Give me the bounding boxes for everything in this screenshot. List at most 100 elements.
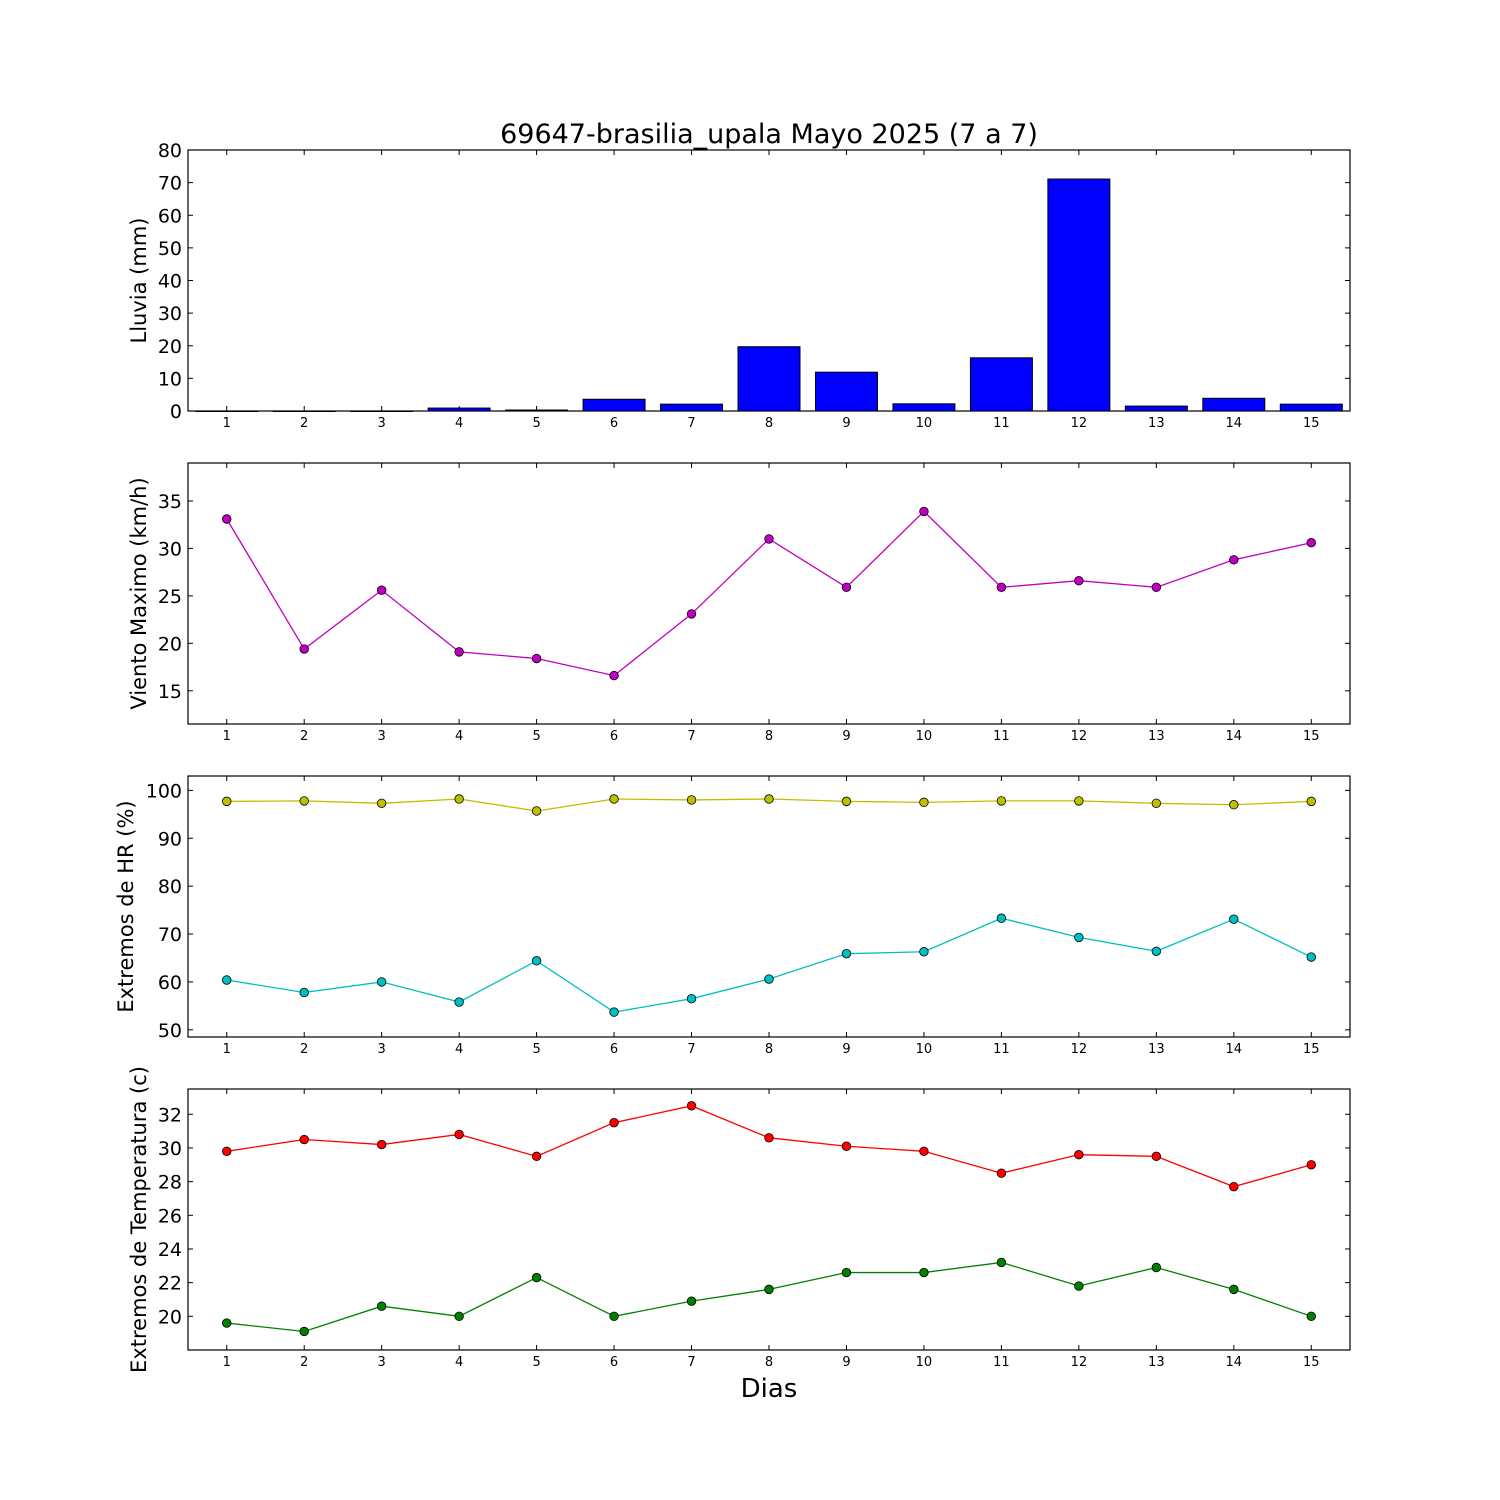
x-tick-label: 14 xyxy=(1226,729,1243,744)
y-tick-label: 30 xyxy=(158,303,182,325)
data-point xyxy=(222,796,232,807)
y-axis-label: Extremos de Temperatura (c) xyxy=(127,1066,151,1373)
data-point xyxy=(531,956,542,966)
y-tick-label: 15 xyxy=(158,681,182,703)
bar xyxy=(814,371,878,412)
data-point xyxy=(222,1146,232,1157)
data-point xyxy=(996,582,1007,593)
data-point xyxy=(1074,1281,1084,1291)
x-tick-label: 10 xyxy=(916,1042,933,1057)
x-tick-label: 10 xyxy=(916,1355,933,1370)
x-tick-label: 8 xyxy=(765,1042,773,1057)
x-tick-label: 3 xyxy=(378,416,386,431)
data-point xyxy=(1229,1181,1239,1192)
bar xyxy=(892,403,956,412)
data-point xyxy=(454,1129,464,1140)
x-tick-label: 13 xyxy=(1148,1042,1165,1057)
series-line xyxy=(226,1261,1312,1333)
y-axis-label: Lluvia (mm) xyxy=(127,218,151,344)
data-point xyxy=(222,975,232,985)
data-point xyxy=(1151,1262,1162,1273)
bar xyxy=(1047,178,1111,412)
x-tick-label: 11 xyxy=(993,1042,1010,1057)
bar xyxy=(1279,403,1343,412)
y-tick-label: 26 xyxy=(158,1205,182,1227)
data-point xyxy=(686,795,697,805)
x-tick-label: 6 xyxy=(610,1042,618,1057)
data-point xyxy=(1074,1149,1084,1160)
x-tick-label: 2 xyxy=(300,416,308,431)
x-tick-label: 8 xyxy=(765,729,773,744)
x-tick-label: 15 xyxy=(1303,1042,1320,1057)
bar xyxy=(660,403,724,412)
data-point xyxy=(1074,796,1084,806)
data-point xyxy=(1306,538,1316,548)
x-tick-label: 5 xyxy=(532,1042,540,1057)
x-tick-label: 3 xyxy=(378,1042,386,1057)
data-point xyxy=(1229,914,1239,924)
y-tick-label: 80 xyxy=(158,140,182,162)
x-tick-label: 11 xyxy=(993,416,1010,431)
bar xyxy=(350,410,414,412)
data-point xyxy=(609,794,619,804)
bar xyxy=(505,409,569,412)
data-point xyxy=(609,1311,619,1322)
y-tick-label: 35 xyxy=(158,491,182,513)
data-point xyxy=(454,997,464,1007)
x-tick-label: 12 xyxy=(1071,729,1088,744)
data-point xyxy=(841,796,852,807)
data-point xyxy=(841,1141,852,1151)
x-tick-label: 6 xyxy=(610,1355,618,1370)
data-point xyxy=(454,647,464,657)
y-tick-label: 70 xyxy=(158,173,182,195)
data-point xyxy=(376,798,387,808)
bar xyxy=(1202,397,1266,412)
data-point xyxy=(686,1296,697,1306)
y-tick-label: 100 xyxy=(146,780,182,802)
data-point xyxy=(1151,1151,1162,1162)
data-point xyxy=(764,794,774,804)
data-point xyxy=(299,1326,309,1337)
x-tick-label: 2 xyxy=(300,729,308,744)
data-point xyxy=(764,1284,774,1295)
data-point xyxy=(841,948,852,959)
data-point xyxy=(1306,796,1316,807)
data-point xyxy=(919,797,929,808)
x-tick-label: 4 xyxy=(455,416,463,431)
data-point xyxy=(996,913,1007,923)
data-point xyxy=(531,1151,542,1162)
x-tick-label: 9 xyxy=(842,416,850,431)
x-tick-label: 5 xyxy=(532,729,540,744)
data-point xyxy=(764,974,774,984)
y-tick-label: 28 xyxy=(158,1172,182,1194)
x-tick-label: 5 xyxy=(532,1355,540,1370)
y-tick-label: 20 xyxy=(158,336,182,358)
x-tick-label: 6 xyxy=(610,729,618,744)
x-tick-label: 1 xyxy=(223,1042,231,1057)
x-tick-label: 15 xyxy=(1303,416,1320,431)
x-tick-label: 10 xyxy=(916,416,933,431)
data-point xyxy=(919,1267,929,1278)
x-tick-label: 4 xyxy=(455,729,463,744)
data-point xyxy=(531,653,542,664)
x-tick-label: 3 xyxy=(378,729,386,744)
x-tick-label: 14 xyxy=(1226,416,1243,431)
data-point xyxy=(1306,952,1316,962)
data-point xyxy=(376,1301,387,1311)
data-point xyxy=(299,644,309,654)
y-tick-label: 30 xyxy=(158,1138,182,1160)
x-tick-label: 15 xyxy=(1303,1355,1320,1370)
bar xyxy=(272,410,336,412)
data-point xyxy=(609,1117,619,1128)
bar xyxy=(195,410,259,412)
x-tick-label: 7 xyxy=(687,1042,695,1057)
bar xyxy=(969,357,1033,412)
y-tick-label: 80 xyxy=(158,876,182,898)
y-tick-label: 30 xyxy=(158,538,182,560)
y-tick-label: 24 xyxy=(158,1239,182,1261)
y-tick-label: 90 xyxy=(158,828,182,850)
x-tick-label: 14 xyxy=(1226,1042,1243,1057)
data-point xyxy=(686,609,697,619)
x-tick-label: 7 xyxy=(687,1355,695,1370)
